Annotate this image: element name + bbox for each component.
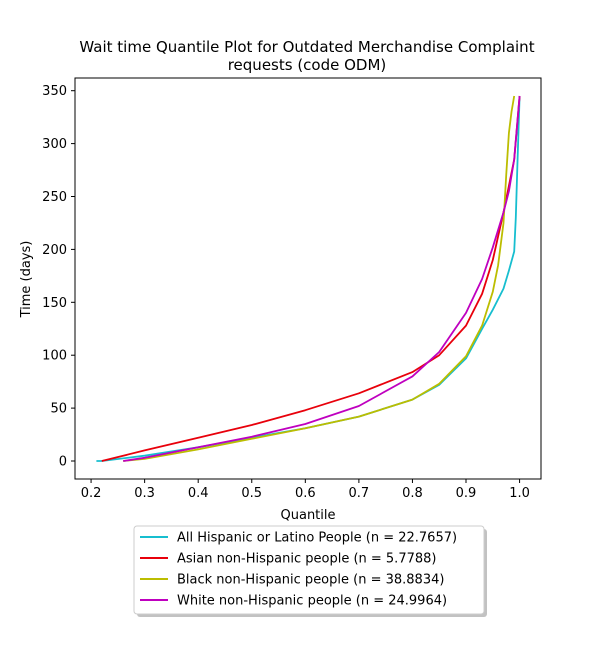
y-tick-label: 0 — [59, 455, 67, 470]
series-line-4 — [123, 95, 521, 462]
plot-area — [96, 95, 521, 462]
x-tick-label: 0.3 — [134, 486, 155, 501]
x-tick-label: 0.9 — [456, 486, 477, 501]
y-tick-label: 300 — [42, 137, 67, 152]
x-tick-label: 0.6 — [295, 486, 316, 501]
plot-frame — [74, 77, 542, 480]
chart-title-line2: requests (code ODM) — [228, 56, 387, 74]
legend-label-4: White non-Hispanic people (n = 24.9964) — [177, 594, 447, 609]
legend: All Hispanic or Latino People (n = 22.76… — [133, 525, 487, 617]
x-axis-label: Quantile — [281, 508, 336, 523]
y-tick-label: 100 — [42, 349, 67, 364]
legend-box — [133, 525, 485, 615]
legend-label-2: Asian non-Hispanic people (n = 5.7788) — [177, 552, 436, 567]
y-tick-label: 200 — [42, 243, 67, 258]
legend-label-1: All Hispanic or Latino People (n = 22.76… — [177, 531, 457, 546]
x-tick-label: 1.0 — [509, 486, 530, 501]
legend-label-3: Black non-Hispanic people (n = 38.8834) — [177, 573, 444, 588]
series-line-2 — [101, 95, 521, 462]
y-tick-label: 350 — [42, 84, 67, 99]
x-tick-label: 0.8 — [402, 486, 423, 501]
y-tick-label: 150 — [42, 296, 67, 311]
x-tick-label: 0.4 — [188, 486, 209, 501]
y-axis-label: Time (days) — [19, 241, 34, 319]
chart-title-line1: Wait time Quantile Plot for Outdated Mer… — [79, 38, 534, 56]
x-axis: 0.2 0.3 0.4 0.5 0.6 0.7 0.8 0.9 1.0 — [81, 479, 530, 501]
series-line-3 — [123, 95, 516, 462]
y-axis: 0 50 100 150 200 250 300 350 — [42, 84, 75, 470]
x-tick-label: 0.7 — [349, 486, 370, 501]
y-tick-label: 50 — [50, 402, 67, 417]
x-tick-label: 0.5 — [241, 486, 262, 501]
x-tick-label: 0.2 — [81, 486, 102, 501]
y-tick-label: 250 — [42, 190, 67, 205]
series-line-1 — [96, 95, 521, 462]
